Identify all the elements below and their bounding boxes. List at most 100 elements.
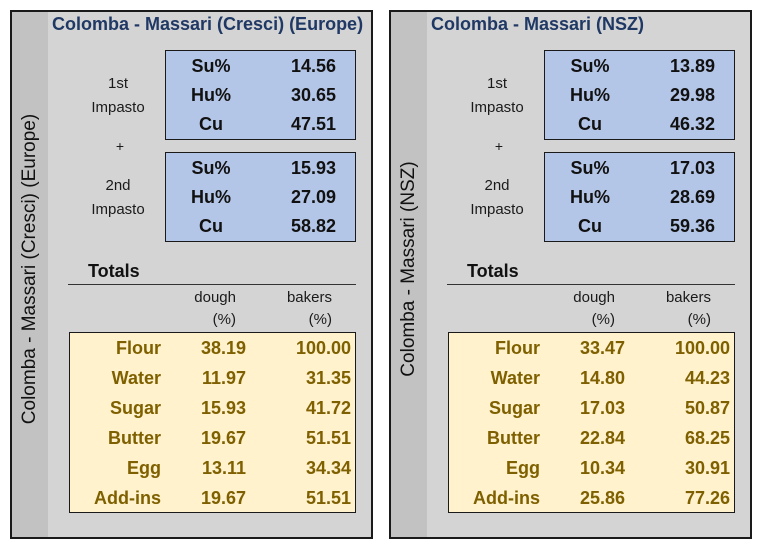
totals-row: Butter 19.67 51.51 [70,423,355,453]
totals-row: Water 11.97 31.35 [70,363,355,393]
impasto1-label-line2: Impasto [91,99,145,116]
totals-row: Egg 10.34 30.91 [449,453,734,483]
col-header-bakers-unit: (%) [308,311,332,328]
bakers-percent: 30.91 [684,458,730,478]
totals-row: Egg 13.11 34.34 [70,453,355,483]
impasto1-value: 30.65 [290,85,336,105]
ingredient-name: Egg [127,458,161,478]
impasto2-value: 28.69 [669,187,715,207]
dough-percent: 25.86 [579,488,625,508]
totals-row: Add-ins 25.86 77.26 [449,483,734,513]
plus-sign: + [494,138,504,154]
bakers-percent: 51.51 [305,488,351,508]
col-header-bakers-unit: (%) [687,311,711,328]
impasto2-row: Cu 59.36 [545,211,734,241]
totals-row: Water 14.80 44.23 [449,363,734,393]
impasto2-key: Hu% [570,187,610,207]
bakers-percent: 51.51 [305,428,351,448]
dough-percent: 15.93 [200,398,246,418]
dough-percent: 14.80 [579,368,625,388]
impasto1-key: Su% [570,56,610,76]
impasto1-value: 13.89 [669,56,715,76]
side-label: Colomba - Massari (NSZ) [398,161,419,377]
bakers-percent: 100.00 [674,338,730,358]
impasto2-box: Su% 15.93 Hu% 27.09 Cu 58.82 [165,152,356,242]
ingredient-name: Water [490,368,540,388]
dough-percent: 19.67 [200,428,246,448]
dough-percent: 13.11 [201,458,246,478]
impasto2-key: Cu [199,216,223,236]
col-header-bakers: bakers [286,289,332,306]
impasto1-value: 46.32 [669,114,715,134]
totals-row: Add-ins 19.67 51.51 [70,483,355,513]
totals-row: Flour 38.19 100.00 [70,333,355,363]
col-header-dough: dough [194,289,236,306]
impasto2-label: 2nd Impasto [447,174,547,222]
impasto2-key: Hu% [191,187,231,207]
impasto1-row: Su% 14.56 [166,51,355,81]
impasto1-key: Cu [578,114,602,134]
impasto1-row: Cu 46.32 [545,109,734,139]
bakers-percent: 41.72 [305,398,351,418]
panel-title: Colomba - Massari (NSZ) [431,14,645,34]
ingredient-name: Egg [506,458,540,478]
recipe-panel-nsz: Colomba - Massari (NSZ) Colomba - Massar… [389,10,752,539]
impasto2-row: Su% 17.03 [545,153,734,183]
impasto2-key: Cu [578,216,602,236]
impasto2-label-line2: Impasto [91,201,145,218]
dough-percent: 33.47 [579,338,625,358]
col-header-dough: dough [573,289,615,306]
impasto1-row: Hu% 29.98 [545,80,734,110]
impasto1-label: 1st Impasto [447,72,547,120]
impasto2-key: Su% [570,158,610,178]
recipe-panel-cresci: Colomba - Massari (Cresci) (Europe) Colo… [10,10,373,539]
side-label: Colomba - Massari (Cresci) (Europe) [19,113,40,425]
bakers-percent: 50.87 [684,398,730,418]
totals-table: Flour 38.19 100.00 Water 11.97 31.35 Sug… [69,332,356,513]
plus-sign: + [115,138,125,154]
totals-divider [447,284,735,285]
bakers-percent: 68.25 [684,428,730,448]
impasto1-key: Cu [199,114,223,134]
impasto2-value: 15.93 [290,158,336,178]
col-header-bakers: bakers [665,289,711,306]
totals-table: Flour 33.47 100.00 Water 14.80 44.23 Sug… [448,332,735,513]
impasto1-value: 14.56 [290,56,336,76]
impasto2-label-line2: Impasto [470,201,524,218]
impasto1-label-line1: 1st [486,75,507,92]
impasto1-row: Su% 13.89 [545,51,734,81]
impasto2-row: Su% 15.93 [166,153,355,183]
dough-percent: 10.34 [579,458,625,478]
dough-percent: 38.19 [200,338,246,358]
ingredient-name: Butter [487,428,540,448]
impasto2-row: Hu% 27.09 [166,182,355,212]
impasto1-row: Hu% 30.65 [166,80,355,110]
totals-heading: Totals [467,261,519,281]
ingredient-name: Add-ins [473,488,540,508]
impasto1-value: 47.51 [290,114,336,134]
bakers-percent: 100.00 [295,338,351,358]
bakers-percent: 31.35 [305,368,351,388]
impasto1-label-line1: 1st [107,75,128,92]
impasto1-row: Cu 47.51 [166,109,355,139]
impasto2-value: 58.82 [290,216,336,236]
dough-percent: 17.03 [579,398,625,418]
impasto1-label: 1st Impasto [68,72,168,120]
impasto2-label-line1: 2nd [484,177,510,194]
impasto2-value: 27.09 [290,187,336,207]
impasto1-key: Hu% [570,85,610,105]
ingredient-name: Flour [116,338,161,358]
ingredient-name: Sugar [488,398,540,418]
dough-percent: 22.84 [579,428,625,448]
ingredient-name: Sugar [109,398,161,418]
bakers-percent: 44.23 [684,368,730,388]
totals-row: Butter 22.84 68.25 [449,423,734,453]
ingredient-name: Butter [108,428,161,448]
impasto1-value: 29.98 [669,85,715,105]
impasto2-value: 17.03 [669,158,715,178]
dough-percent: 19.67 [200,488,246,508]
side-label-bar: Colomba - Massari (Cresci) (Europe) [12,12,48,537]
bakers-percent: 34.34 [305,458,351,478]
totals-row: Sugar 17.03 50.87 [449,393,734,423]
impasto1-label-line2: Impasto [470,99,524,116]
